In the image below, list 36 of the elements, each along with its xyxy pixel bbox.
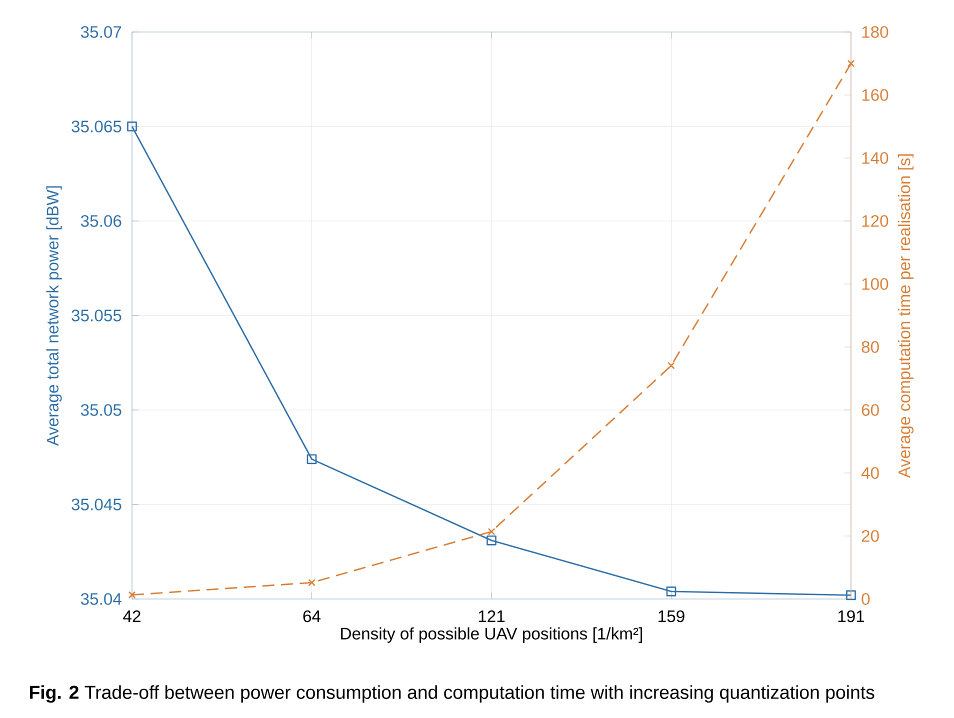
y2-tick-label: 60 — [862, 404, 879, 416]
y-axis-title: Average total network power [dBW] — [46, 186, 62, 446]
y2-tick-label: 0 — [862, 593, 870, 605]
point — [846, 590, 856, 600]
y2-tick-label: 140 — [862, 152, 888, 164]
text: Fig. 2 Trade-off between power consumption and computation time with increasing quantization points — [30, 685, 874, 703]
x-axis-title: Density of possible UAV positions [1/km²] — [341, 627, 642, 643]
x-tick-label: 159 — [658, 610, 684, 622]
point — [306, 454, 317, 464]
x-tick-label: 42 — [123, 610, 140, 622]
x-tick-label: 121 — [478, 610, 505, 622]
x-tick-label: 64 — [303, 610, 321, 622]
point — [488, 528, 496, 536]
y2-tick-label: 80 — [862, 341, 879, 353]
point — [668, 362, 675, 370]
y2-tick-label: 20 — [862, 530, 879, 542]
y2-tick-label: 120 — [862, 215, 888, 227]
y2-axis-title: Average computation time per realisation [s] — [898, 154, 914, 478]
y-tick-label: 35.045 — [72, 498, 122, 510]
point — [308, 578, 316, 586]
y-tick-label: 35.065 — [72, 120, 122, 132]
y-tick-label: 35.055 — [72, 310, 122, 322]
y2-tick-label: 180 — [862, 26, 888, 38]
point — [486, 535, 496, 546]
y-tick-label: 35.04 — [80, 593, 122, 605]
x-tick-label: 191 — [838, 610, 864, 622]
y2-tick-label: 40 — [861, 467, 879, 479]
point — [128, 591, 136, 599]
point — [847, 60, 855, 68]
point — [666, 586, 676, 596]
y-tick-label: 35.06 — [80, 215, 122, 227]
y2-tick-label: 100 — [862, 278, 888, 290]
point — [127, 122, 137, 132]
y-tick-label: 35.07 — [80, 26, 122, 38]
y-tick-label: 35.05 — [80, 404, 122, 416]
y2-tick-label: 160 — [862, 89, 888, 101]
